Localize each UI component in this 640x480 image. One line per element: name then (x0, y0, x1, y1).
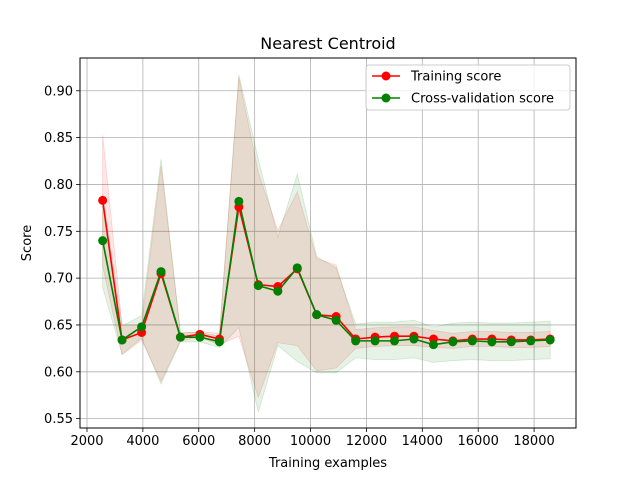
data-point-1 (98, 236, 108, 246)
data-point-1 (545, 335, 555, 345)
axis-ticks: 2000 4000 6000 8000 10000 12000 14000 16000 1800… (44, 84, 555, 449)
y-tick-label: 0.75 (44, 225, 73, 240)
data-point-1 (487, 337, 497, 347)
data-point-1 (409, 334, 419, 344)
data-point-1 (156, 267, 166, 277)
plot-frame (79, 57, 577, 429)
x-tick-label: 6000 (182, 434, 215, 449)
y-tick-label: 0.85 (44, 131, 73, 146)
data-point-1 (253, 281, 263, 291)
legend-training-label: Training score (410, 70, 501, 85)
x-axis-label: Training examples (268, 456, 387, 471)
y-axis-label: Score (20, 225, 35, 261)
data-point-1 (351, 336, 361, 346)
x-tick-label: 16000 (458, 434, 499, 449)
x-tick-label: 10000 (290, 434, 331, 449)
data-point-1 (214, 337, 224, 347)
y-tick-label: 0.90 (44, 84, 73, 99)
std-band-0 (102, 77, 551, 399)
x-tick-label: 18000 (513, 434, 554, 449)
std-band-1 (102, 74, 551, 414)
data-point-1 (428, 340, 438, 350)
data-point-1 (331, 315, 341, 325)
series-points (98, 195, 555, 350)
x-tick-label: 8000 (238, 434, 271, 449)
data-point-1 (448, 337, 458, 347)
data-point-1 (292, 263, 302, 273)
legend-training-marker (381, 71, 391, 81)
legend: Training score Cross-validation score (365, 64, 571, 111)
y-tick-label: 0.80 (44, 178, 73, 193)
chart-title: Nearest Centroid (260, 34, 395, 53)
data-point-1 (273, 286, 283, 296)
legend-cv-marker (381, 93, 391, 103)
y-tick-label: 0.55 (44, 412, 73, 427)
x-tick-label: 4000 (126, 434, 159, 449)
data-point-1 (370, 336, 380, 346)
y-tick-label: 0.70 (44, 272, 73, 287)
data-point-1 (137, 322, 147, 332)
x-tick-label: 12000 (346, 434, 387, 449)
y-tick-label: 0.60 (44, 365, 73, 380)
data-point-1 (390, 336, 400, 346)
data-point-1 (234, 196, 244, 206)
y-tick-label: 0.65 (44, 318, 73, 333)
data-point-0 (98, 195, 108, 205)
x-tick-label: 14000 (402, 434, 443, 449)
grid (80, 58, 576, 428)
std-bands (102, 74, 551, 414)
legend-box (365, 64, 571, 111)
data-point-1 (526, 336, 536, 346)
data-point-1 (467, 336, 477, 346)
x-tick-label: 2000 (70, 434, 103, 449)
data-point-1 (195, 332, 205, 342)
data-point-1 (175, 332, 185, 342)
data-point-1 (117, 335, 127, 345)
data-point-1 (506, 337, 516, 347)
legend-cv-label: Cross-validation score (411, 92, 554, 107)
data-point-1 (312, 310, 322, 320)
